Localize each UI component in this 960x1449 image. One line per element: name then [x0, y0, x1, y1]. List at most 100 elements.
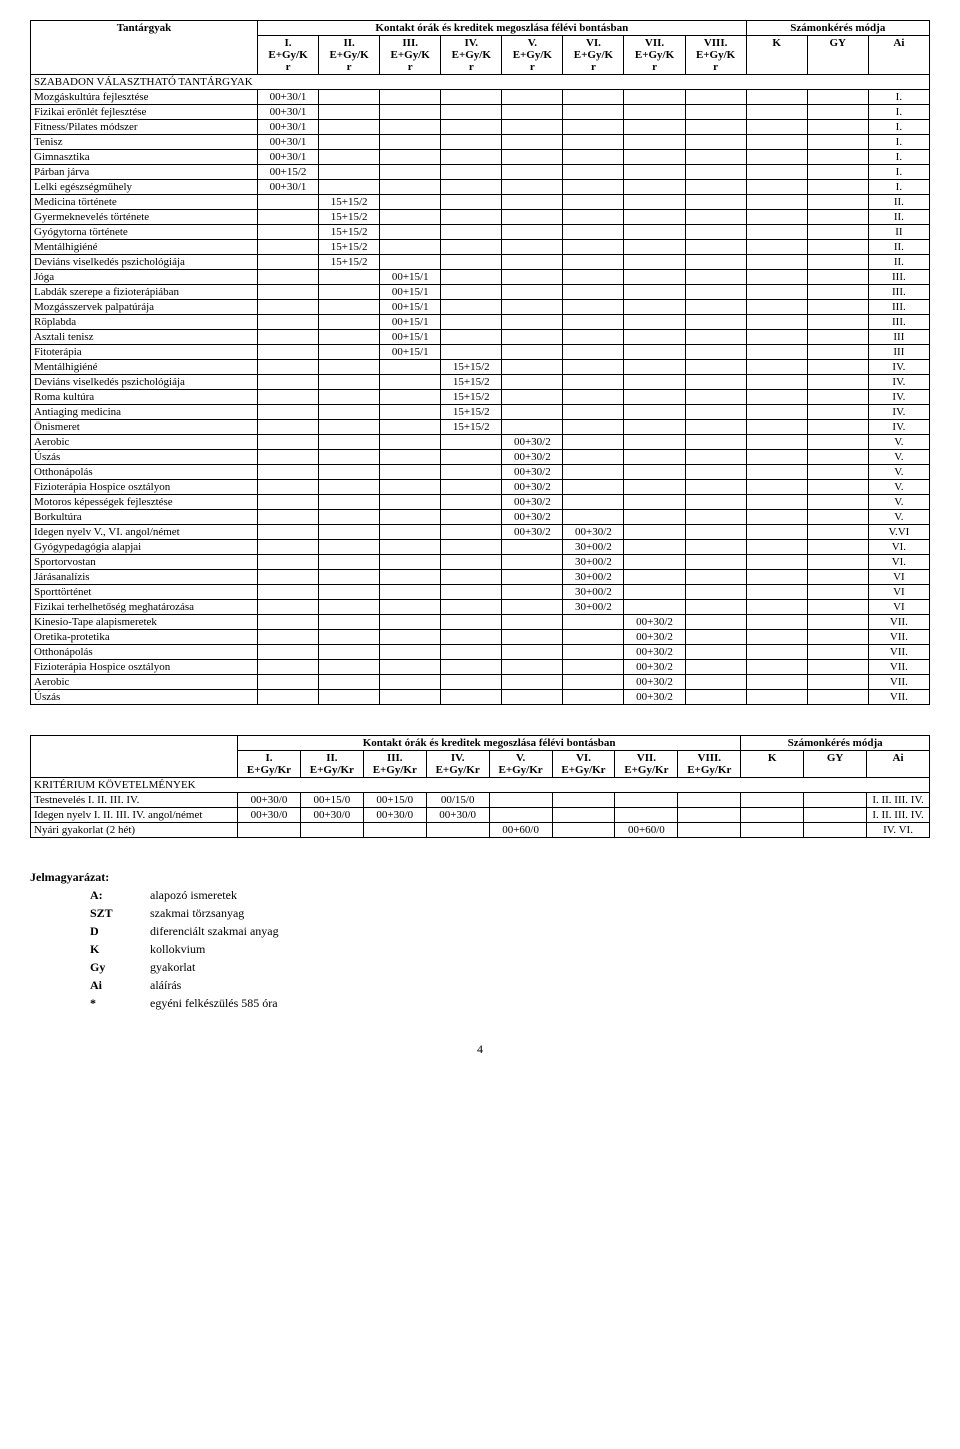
subject-name: Oretika-protetika	[31, 630, 258, 645]
cell	[502, 135, 563, 150]
cell	[624, 390, 685, 405]
cell: 00+60/0	[489, 823, 552, 838]
cell-ai: VII.	[868, 615, 929, 630]
subject-name: Otthonápolás	[31, 645, 258, 660]
cell	[380, 225, 441, 240]
cell	[258, 480, 319, 495]
subject-name: Idegen nyelv V., VI. angol/német	[31, 525, 258, 540]
cell	[380, 360, 441, 375]
cell	[441, 495, 502, 510]
subject-name: Gyógypedagógia alapjai	[31, 540, 258, 555]
cell	[441, 630, 502, 645]
cell-k	[746, 645, 807, 660]
subject-name: Fizikai erőnlét fejlesztése	[31, 105, 258, 120]
subject-name: Borkultúra	[31, 510, 258, 525]
cell-k	[746, 525, 807, 540]
cell	[563, 390, 624, 405]
cell-ai: III	[868, 345, 929, 360]
subject-name: Idegen nyelv I. II. III. IV. angol/német	[31, 808, 238, 823]
cell	[685, 660, 746, 675]
cell	[685, 165, 746, 180]
cell	[685, 675, 746, 690]
cell	[624, 240, 685, 255]
cell	[380, 120, 441, 135]
cell	[552, 808, 615, 823]
subject-name: Járásanalízis	[31, 570, 258, 585]
cell	[563, 285, 624, 300]
cell	[319, 405, 380, 420]
cell-ai: I.	[868, 135, 929, 150]
cell	[563, 150, 624, 165]
table-row: Párban járva00+15/2I.	[31, 165, 930, 180]
cell	[319, 270, 380, 285]
cell	[624, 165, 685, 180]
subject-name: Asztali tenisz	[31, 330, 258, 345]
table-row: Gyermeknevelés története15+15/2II.	[31, 210, 930, 225]
cell	[319, 315, 380, 330]
cell	[258, 405, 319, 420]
cell-gy	[807, 360, 868, 375]
cell-k	[746, 585, 807, 600]
cell	[502, 90, 563, 105]
legend-row: SZTszakmai törzsanyag	[90, 904, 930, 922]
cell	[685, 105, 746, 120]
cell-ai: VI	[868, 585, 929, 600]
col-contact-hours: Kontakt órák és kreditek megoszlása félé…	[258, 21, 747, 36]
cell	[552, 793, 615, 808]
cell	[624, 195, 685, 210]
cell	[624, 405, 685, 420]
table-row: Mozgáskultúra fejlesztése00+30/1I.	[31, 90, 930, 105]
subjects-table-1: Tantárgyak Kontakt órák és kreditek mego…	[30, 20, 930, 705]
cell	[563, 90, 624, 105]
cell-gy	[807, 375, 868, 390]
cell-gy	[807, 585, 868, 600]
cell	[685, 435, 746, 450]
table-row: Aerobic00+30/2V.	[31, 435, 930, 450]
subject-name: Deviáns viselkedés pszichológiája	[31, 375, 258, 390]
cell	[441, 450, 502, 465]
cell	[563, 345, 624, 360]
cell	[319, 630, 380, 645]
col-gy: GY	[804, 751, 867, 778]
cell-ai: III.	[868, 315, 929, 330]
subject-name: Kinesio-Tape alapismeretek	[31, 615, 258, 630]
cell	[563, 480, 624, 495]
cell	[319, 585, 380, 600]
cell	[502, 555, 563, 570]
subject-name: Úszás	[31, 690, 258, 705]
cell-ai: VII.	[868, 645, 929, 660]
table-row: Testnevelés I. II. III. IV.00+30/000+15/…	[31, 793, 930, 808]
cell	[624, 555, 685, 570]
cell	[502, 645, 563, 660]
cell	[380, 240, 441, 255]
cell	[685, 345, 746, 360]
cell-ai: I.	[868, 105, 929, 120]
cell	[258, 495, 319, 510]
cell	[502, 300, 563, 315]
cell	[502, 180, 563, 195]
legend-text: kollokvium	[150, 940, 205, 958]
cell	[441, 210, 502, 225]
cell	[678, 793, 741, 808]
cell-k	[746, 330, 807, 345]
cell-gy	[807, 465, 868, 480]
cell	[319, 615, 380, 630]
cell-gy	[807, 285, 868, 300]
cell-k	[746, 180, 807, 195]
table-row: Mozgásszervek palpatúrája00+15/1III.	[31, 300, 930, 315]
sem-header-4: IV.E+Gy/Kr	[441, 36, 502, 75]
cell	[380, 675, 441, 690]
cell	[441, 645, 502, 660]
cell	[685, 540, 746, 555]
cell	[258, 375, 319, 390]
cell-k	[746, 420, 807, 435]
cell-k	[746, 495, 807, 510]
legend-key: *	[90, 994, 150, 1012]
cell	[380, 630, 441, 645]
table-row: Antiaging medicina15+15/2IV.	[31, 405, 930, 420]
sem-header-3: III.E+Gy/Kr	[380, 36, 441, 75]
cell	[258, 510, 319, 525]
cell	[380, 90, 441, 105]
cell-ai: II.	[868, 240, 929, 255]
cell	[502, 270, 563, 285]
